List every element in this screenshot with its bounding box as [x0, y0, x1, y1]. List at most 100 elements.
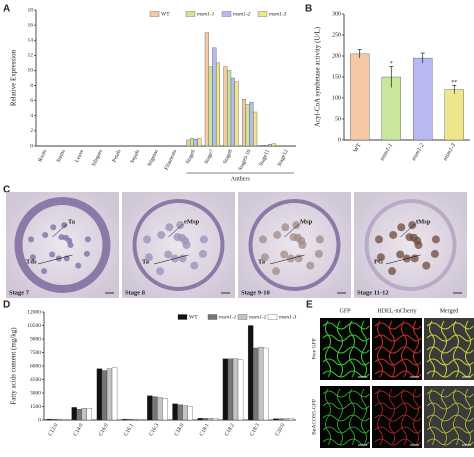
cell — [41, 268, 48, 275]
y-tick-label: 0 — [338, 137, 341, 143]
x-tick-label: Stage11 — [258, 149, 271, 168]
y-tick-label: 12000 — [27, 309, 41, 315]
bar — [186, 139, 191, 147]
y-tick-label: 4 — [30, 113, 33, 119]
bar — [267, 144, 273, 147]
y-tick-label: 6 — [30, 98, 33, 104]
cell — [431, 235, 440, 244]
cell-outline — [322, 388, 370, 446]
cell — [27, 236, 34, 243]
arrow — [284, 223, 300, 238]
cell — [405, 233, 414, 242]
cell-outline — [322, 320, 370, 378]
legend-label: msm1-2 — [233, 11, 251, 17]
cell — [83, 250, 90, 257]
bar — [96, 368, 103, 421]
cell — [199, 235, 208, 244]
panel-label: C — [3, 185, 10, 196]
x-tick-label: C18:2 — [224, 422, 236, 437]
y-tick-label: 300 — [332, 11, 341, 17]
cell — [62, 234, 69, 241]
legend-label: WT — [161, 11, 170, 17]
bar — [204, 32, 209, 147]
y-tick-label: 18 — [28, 7, 34, 13]
bar — [444, 89, 464, 141]
bar — [249, 102, 254, 147]
y-tick-label: 50 — [335, 116, 341, 122]
x-tick-label: Siliques — [91, 149, 104, 168]
bar — [132, 418, 138, 421]
x-tick-label: Filaments — [164, 149, 179, 171]
column-label: Merged — [440, 308, 459, 314]
stage-label: Stage 8 — [125, 289, 146, 296]
panel-label: B — [305, 4, 312, 15]
bar — [56, 418, 62, 421]
group-label: Anthers — [231, 176, 251, 182]
x-tick-label: C12:0 — [48, 422, 60, 437]
locule-wall — [14, 197, 111, 293]
y-tick-label: 100 — [332, 95, 341, 101]
bar — [137, 418, 143, 421]
x-tick-label: msm1-3 — [442, 143, 457, 162]
y-axis-label: Relative Expression — [10, 49, 18, 106]
bar — [121, 418, 128, 421]
y-tick-label: 4500 — [30, 377, 41, 383]
micrograph-bg — [354, 192, 467, 298]
annotation: Ta — [258, 258, 266, 265]
cell — [29, 254, 36, 261]
bar — [212, 418, 219, 421]
bar — [76, 409, 82, 421]
bar — [271, 143, 276, 147]
y-axis-label: Acyl-CoA synthetase activity (U/L) — [314, 26, 322, 127]
bar — [197, 138, 202, 147]
cell — [292, 221, 301, 230]
x-tick-label: Stigmas — [147, 149, 160, 168]
x-tick-label: C18:0 — [174, 422, 186, 437]
micrograph-bg — [238, 192, 351, 298]
bar — [152, 396, 158, 421]
micrograph: Stage 9-10 Msp Ta — [238, 192, 351, 298]
cell — [178, 254, 187, 263]
x-tick-label: Stage6 — [185, 149, 197, 165]
bar — [212, 47, 217, 147]
arrow — [153, 254, 189, 265]
bar — [263, 347, 269, 421]
bar — [350, 53, 370, 141]
micrograph-bg — [6, 192, 119, 298]
x-tick-label: C16:3 — [148, 422, 160, 437]
y-axis-label: Fatty acids content (mg/kg) — [10, 327, 18, 405]
annotation: Ta — [68, 218, 76, 225]
cell — [389, 230, 398, 239]
bar — [227, 70, 232, 147]
bar — [264, 145, 269, 147]
legend-swatch — [221, 11, 232, 17]
cell — [142, 235, 151, 244]
cell-outline — [426, 388, 474, 446]
bar — [273, 418, 279, 421]
x-tick-label: Stage9-10 — [238, 149, 253, 172]
cell-outline — [426, 320, 474, 378]
bar — [106, 368, 113, 421]
cell — [408, 221, 417, 230]
significance: ** — [451, 80, 457, 86]
bar — [237, 359, 244, 421]
bar — [193, 139, 198, 147]
panel-label: E — [306, 300, 313, 311]
cell — [306, 261, 315, 270]
x-tick-label: Leave — [74, 148, 85, 163]
bar — [111, 367, 118, 421]
stage-label: Stage 11-12 — [357, 289, 389, 296]
x-tick-label: Roots — [37, 149, 48, 163]
y-tick-label: 7500 — [30, 350, 41, 356]
bar — [413, 57, 433, 141]
micrograph: Stage 11-12 tMsp PG — [354, 192, 467, 298]
row-label: Free GFP — [311, 338, 317, 359]
y-tick-label: 200 — [332, 53, 341, 59]
cell — [58, 234, 65, 241]
y-tick-label: 6000 — [30, 363, 41, 369]
bar — [241, 99, 247, 147]
bar — [197, 418, 203, 421]
bar — [101, 370, 108, 421]
cell — [144, 253, 153, 262]
cell — [198, 249, 207, 258]
